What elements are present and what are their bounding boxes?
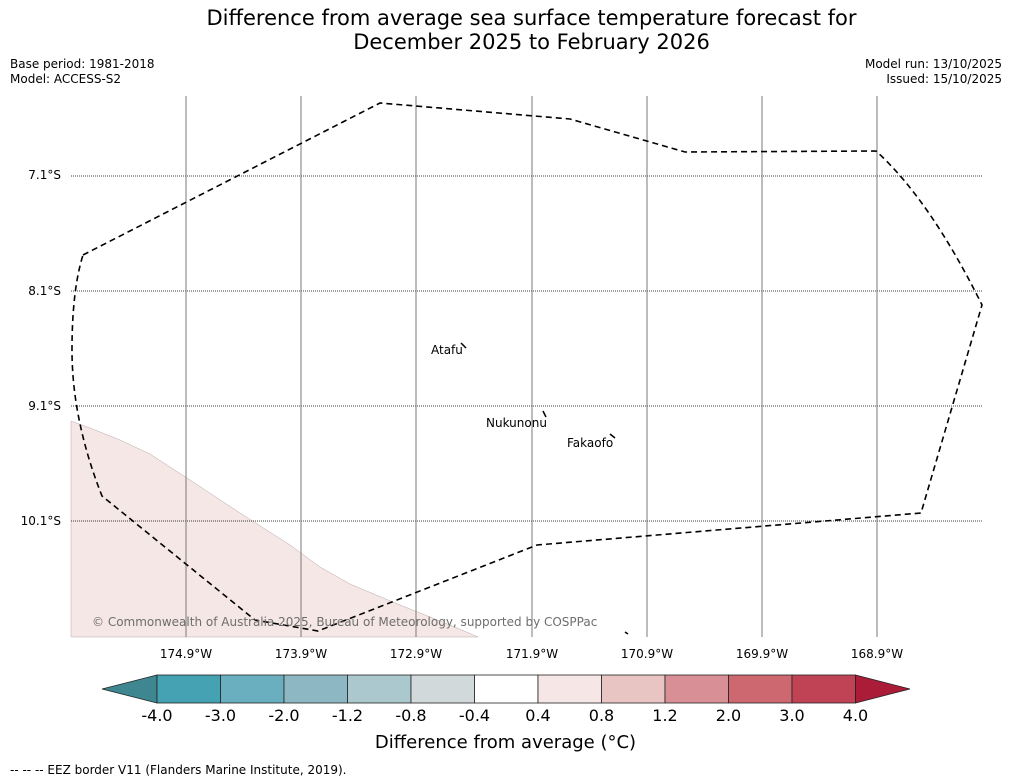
issued-date: Issued: 15/10/2025 bbox=[886, 72, 1002, 86]
copyright-notice: © Commonwealth of Australia 2025, Bureau… bbox=[92, 615, 598, 629]
anomaly-region bbox=[70, 420, 479, 638]
colorbar bbox=[101, 674, 911, 704]
atoll-atafu bbox=[460, 342, 467, 349]
eez-border bbox=[71, 102, 983, 632]
colorbar-tick-label: -1.2 bbox=[331, 706, 364, 725]
colorbar-tick-label: -3.0 bbox=[204, 706, 237, 725]
colorbar-segment bbox=[283, 674, 348, 704]
lon-label: 172.9°W bbox=[389, 647, 443, 661]
lat-label: 7.1°S bbox=[28, 168, 61, 182]
model-run: Model run: 13/10/2025 bbox=[864, 57, 1002, 71]
colorbar-segment bbox=[474, 674, 539, 704]
atoll-fakaofo bbox=[609, 433, 616, 439]
colorbar-tick-label: 4.0 bbox=[842, 706, 869, 725]
colorbar-tick-label: 0.4 bbox=[525, 706, 551, 725]
lon-label: 174.9°W bbox=[159, 647, 213, 661]
lat-label: 9.1°S bbox=[28, 399, 61, 413]
lon-label: 171.9°W bbox=[505, 647, 559, 661]
colorbar-extend-high bbox=[855, 674, 911, 704]
colorbar-title: Difference from average (°C) bbox=[374, 732, 637, 753]
colorbar-segment bbox=[728, 674, 793, 704]
lon-label: 168.9°W bbox=[850, 647, 904, 661]
colorbar-tick-label: 1.2 bbox=[652, 706, 678, 725]
base-period: Base period: 1981-2018 bbox=[10, 57, 155, 71]
meta-left: Base period: 1981-2018 Model: ACCESS-S2 bbox=[10, 57, 155, 87]
colorbar-tick-label: -0.8 bbox=[395, 706, 427, 725]
place-fakaofo: Fakaofo bbox=[567, 436, 614, 450]
model-name: Model: ACCESS-S2 bbox=[10, 72, 122, 86]
title-line-1: Difference from average sea surface temp… bbox=[206, 6, 857, 30]
colorbar-tick-label: -2.0 bbox=[268, 706, 300, 725]
colorbar-segment bbox=[156, 674, 221, 704]
lon-label: 170.9°W bbox=[620, 647, 674, 661]
colorbar-segment bbox=[601, 674, 666, 704]
lat-label: 8.1°S bbox=[28, 284, 61, 298]
atoll-swains bbox=[624, 631, 629, 635]
colorbar-tick-label: -0.4 bbox=[458, 706, 491, 725]
colorbar-tick-label: -4.0 bbox=[141, 706, 173, 725]
lat-gridlines bbox=[71, 175, 982, 522]
colorbar-tick-label: 3.0 bbox=[779, 706, 805, 725]
lat-label: 10.1°S bbox=[20, 514, 61, 528]
atoll-nukunonu bbox=[542, 410, 547, 418]
colorbar-segment bbox=[537, 674, 602, 704]
place-atafu: Atafu bbox=[431, 343, 463, 357]
chart-title: Difference from average sea surface temp… bbox=[0, 6, 1011, 54]
colorbar-segment bbox=[791, 674, 856, 704]
lon-label: 173.9°W bbox=[274, 647, 328, 661]
colorbar-segment bbox=[347, 674, 412, 704]
meta-right: Model run: 13/10/2025 Issued: 15/10/2025 bbox=[865, 57, 1002, 87]
colorbar-tick-label: 2.0 bbox=[715, 706, 742, 725]
place-nukunonu: Nukunonu bbox=[486, 416, 547, 430]
eez-legend: -- -- -- EEZ border V11 (Flanders Marine… bbox=[10, 763, 347, 777]
colorbar-segment bbox=[664, 674, 729, 704]
colorbar-segment bbox=[220, 674, 285, 704]
lon-label: 169.9°W bbox=[735, 647, 789, 661]
title-line-2: December 2025 to February 2026 bbox=[353, 30, 710, 54]
colorbar-tick-label: 0.8 bbox=[588, 706, 615, 725]
colorbar-segment bbox=[410, 674, 475, 704]
colorbar-extend-low bbox=[101, 674, 158, 704]
